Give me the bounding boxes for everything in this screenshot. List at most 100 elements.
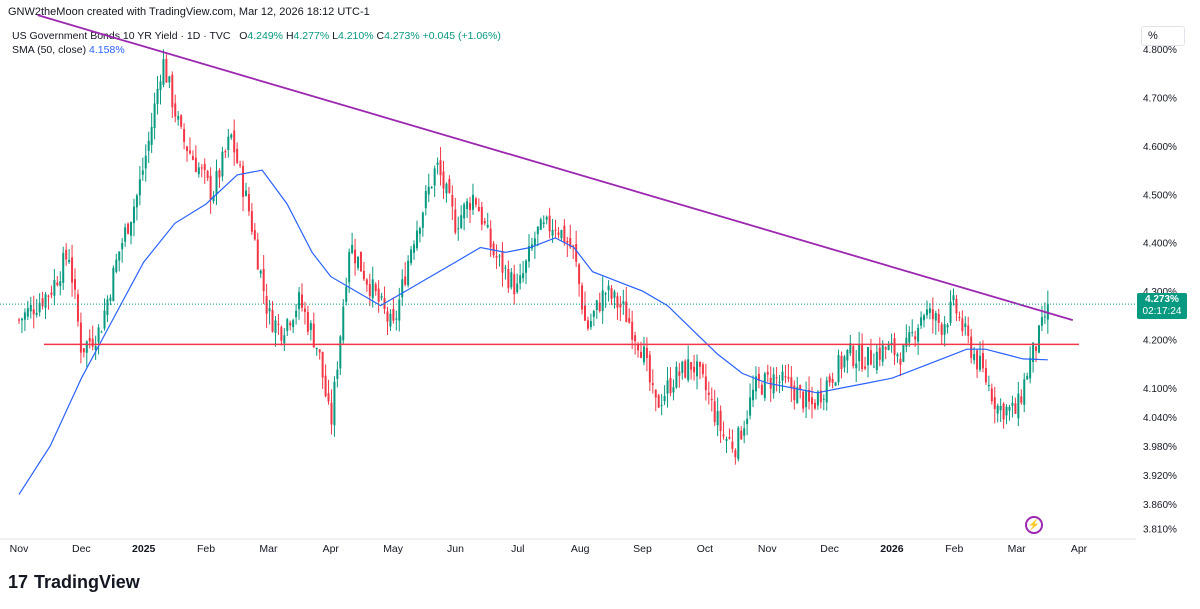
candle-body (1011, 402, 1014, 406)
candle-body (731, 441, 734, 449)
candle-body (840, 355, 843, 370)
candle-body (967, 325, 970, 336)
candle-body (106, 299, 109, 315)
candle-body (35, 312, 38, 315)
candle-body (581, 285, 584, 310)
y-tick-label: 4.400% (1143, 239, 1177, 250)
candle-body (124, 227, 127, 242)
candle-body (404, 276, 407, 285)
lightning-icon[interactable]: ⚡ (1025, 516, 1043, 534)
candle-body (905, 337, 908, 347)
candle-body (849, 343, 852, 354)
candle-body (433, 168, 436, 186)
candle-body (999, 405, 1002, 411)
candle-body (911, 332, 914, 334)
candle-body (987, 384, 990, 387)
candle-body (545, 216, 548, 220)
candle-body (672, 387, 675, 393)
symbol-label[interactable]: US Government Bonds 10 YR Yield · 1D · T… (12, 30, 231, 42)
sma-label[interactable]: SMA (50, close) (12, 44, 87, 56)
candle-body (542, 222, 545, 224)
candle-body (445, 183, 448, 194)
candle-body (159, 81, 162, 91)
candle-body (628, 317, 631, 323)
candle-body (940, 324, 943, 335)
tradingview-logo-icon: 17 (8, 572, 29, 592)
y-tick-label: 4.100% (1143, 384, 1177, 395)
candle-body (174, 103, 177, 117)
candle-body (878, 347, 881, 360)
candle-body (725, 439, 728, 441)
candle-body (357, 256, 360, 268)
candle-body (162, 59, 165, 85)
candle-body (486, 224, 489, 228)
last-price-value: 4.273% (1145, 294, 1179, 305)
change-value: +0.045 (+1.06%) (422, 30, 501, 42)
candle-body (554, 229, 557, 231)
candle-body (103, 310, 106, 329)
candle-body (150, 126, 153, 145)
candle-body (395, 318, 398, 320)
candle-body (26, 308, 29, 317)
candle-body (586, 320, 589, 329)
candle-body (890, 342, 893, 344)
candle-body (1014, 403, 1017, 414)
candle-body (843, 356, 846, 368)
candle-body (684, 360, 687, 378)
x-tick-label: Feb (945, 543, 963, 555)
candle-body (740, 430, 743, 440)
candle-body (690, 362, 693, 370)
low-label: L (332, 30, 338, 42)
candle-body (525, 260, 528, 273)
candle-body (569, 238, 572, 248)
candle-body (1026, 375, 1029, 380)
candle-body (1020, 396, 1023, 403)
candle-body (53, 279, 56, 296)
candle-body (654, 389, 657, 398)
candle-body (964, 323, 967, 328)
candle-body (728, 437, 731, 439)
candle-body (392, 309, 395, 321)
candle-body (858, 345, 861, 362)
y-tick-label: 4.200% (1143, 336, 1177, 347)
candle-body (209, 175, 212, 200)
candle-body (147, 140, 150, 151)
chart-legend: US Government Bonds 10 YR Yield · 1D · T… (12, 29, 501, 57)
candle-body (793, 385, 796, 401)
candle-body (710, 398, 713, 401)
candle-body (990, 388, 993, 402)
candle-body (802, 391, 805, 409)
candle-body (923, 315, 926, 321)
candle-body (91, 338, 94, 347)
percent-scale-button[interactable]: % (1141, 26, 1185, 46)
candle-body (32, 309, 35, 315)
candle-body (138, 179, 141, 196)
candle-body (85, 341, 88, 353)
open-value: 4.249% (247, 30, 284, 42)
candle-body (56, 282, 59, 286)
candle-body (952, 295, 955, 301)
candle-body (336, 369, 339, 379)
candle-body (931, 309, 934, 320)
trendline[interactable] (37, 14, 1074, 322)
y-tick-label: 4.500% (1143, 190, 1177, 201)
candle-body (118, 251, 121, 261)
candle-body (707, 392, 710, 395)
y-tick-label: 4.800% (1143, 45, 1177, 56)
candle-body (374, 284, 377, 292)
candle-body (551, 230, 554, 236)
candle-body (132, 206, 135, 224)
candle-body (371, 279, 374, 298)
candle-body (351, 244, 354, 253)
candle-body (522, 273, 525, 279)
candle-body (1043, 316, 1046, 318)
candle-body (239, 164, 242, 166)
candle-body (805, 390, 808, 408)
x-tick-label: Dec (72, 543, 91, 555)
candle-body (474, 198, 477, 205)
candle-body (498, 255, 501, 257)
x-tick-label: Jun (447, 543, 464, 555)
candle-body (94, 345, 97, 350)
candle-body (934, 312, 937, 321)
